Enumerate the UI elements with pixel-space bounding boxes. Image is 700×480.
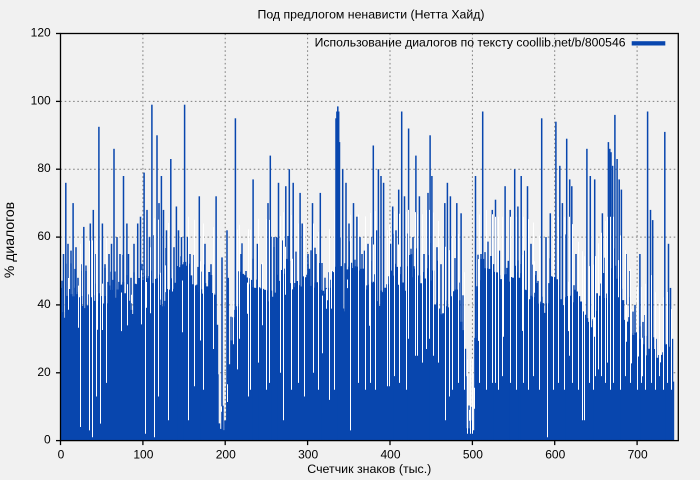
svg-text:Использование диалогов по текс: Использование диалогов по тексту coollib… <box>315 35 626 49</box>
svg-text:Под предлогом ненависти (Нетта: Под предлогом ненависти (Нетта Хайд) <box>257 8 484 22</box>
svg-text:40: 40 <box>37 297 51 311</box>
svg-text:700: 700 <box>628 447 648 461</box>
svg-text:600: 600 <box>545 447 565 461</box>
svg-text:80: 80 <box>37 161 51 175</box>
svg-text:100: 100 <box>31 93 51 107</box>
svg-text:60: 60 <box>37 229 51 243</box>
svg-text:0: 0 <box>44 433 51 447</box>
svg-text:300: 300 <box>298 447 318 461</box>
svg-text:% диалогов: % диалогов <box>1 202 17 278</box>
svg-text:120: 120 <box>31 26 51 40</box>
svg-text:20: 20 <box>37 365 51 379</box>
svg-text:Счетчик знаков (тыс.): Счетчик знаков (тыс.) <box>307 462 431 476</box>
svg-text:0: 0 <box>58 447 65 461</box>
svg-text:400: 400 <box>380 447 400 461</box>
svg-text:200: 200 <box>216 447 236 461</box>
svg-text:100: 100 <box>133 447 153 461</box>
svg-text:500: 500 <box>463 447 483 461</box>
